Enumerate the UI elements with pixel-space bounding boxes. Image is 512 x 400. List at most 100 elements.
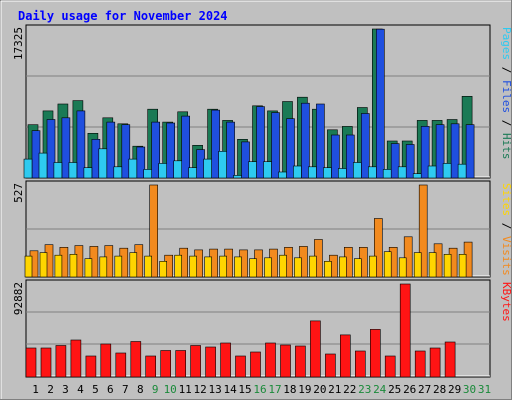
bar-sites-day-6 [99,256,108,278]
bar-pages-day-14 [218,151,227,179]
x-axis-labels: 1 2 3 4 5 6 7 8 9 10 11 12 13 14 15 16 17 18 19 20 21 22 23 24 2… [32,383,491,396]
y-max-label: 92882 [12,282,25,315]
legend-files: Files [500,80,512,113]
y-max-label: 17325 [12,27,25,60]
bar-pages-day-6 [98,148,108,179]
bar-sites-day-9 [144,255,152,278]
bar-files-day-25 [390,143,400,179]
x-tick-label: 16 [253,383,266,396]
legend-separator: / [500,60,512,80]
bar-pages-day-13 [203,158,212,179]
bar-files-day-15 [241,141,250,179]
bar-visits-day-9 [149,184,158,278]
bar-files-day-26 [405,144,415,179]
x-tick-label: 21 [328,383,341,396]
x-tick-label: 1 [32,383,39,396]
legend-kbytes: KBytes [500,282,512,322]
x-tick-label: 18 [283,383,296,396]
bar-sites-day-13 [204,256,212,278]
bar-pages-day-19 [293,165,302,179]
bar-sites-day-27 [413,252,422,278]
bar-kbytes-day-28 [429,347,441,378]
bar-kbytes-day-1 [25,347,37,378]
bar-files-day-22 [345,134,355,179]
bar-kbytes-day-5 [85,355,97,378]
legend-separator: / [500,113,512,133]
x-tick-label: 23 [358,383,371,396]
bar-kbytes-day-15 [235,355,246,378]
x-tick-label: 4 [77,383,84,396]
bar-sites-day-7 [114,255,123,278]
x-tick-label: 26 [403,383,416,396]
bar-pages-day-1 [23,158,33,179]
legend-visits: Visits [500,236,512,276]
bar-pages-day-16 [248,161,257,179]
bar-kbytes-day-7 [115,352,127,378]
bar-files-day-17 [271,112,280,179]
bar-pages-day-18 [278,171,287,179]
bar-sites-day-15 [234,256,242,278]
bar-sites-day-24 [368,255,377,278]
bar-kbytes-day-23 [354,350,366,378]
bar-kbytes-day-22 [339,334,351,378]
x-tick-label: 7 [122,383,129,396]
bar-pages-day-11 [173,160,182,179]
bar-kbytes-day-19 [295,345,306,378]
x-tick-label: 31 [478,383,491,396]
bar-files-day-4 [76,110,86,179]
bar-sites-day-8 [129,252,138,278]
bar-files-day-20 [316,103,325,179]
bar-sites-day-22 [338,256,347,278]
bar-visits-day-24 [373,218,383,278]
bar-kbytes-day-17 [265,342,276,378]
bar-kbytes-day-18 [280,344,291,378]
bar-sites-day-25 [383,251,392,278]
x-tick-label: 29 [448,383,461,396]
bar-files-day-27 [420,126,430,179]
bar-sites-day-19 [294,257,302,278]
panel-traffic: 17325 Pages / Files / Hits [12,24,512,179]
bar-kbytes-day-10 [160,350,171,378]
x-tick-label: 13 [208,383,221,396]
legend-hits: Hits [500,133,512,160]
bar-kbytes-day-20 [310,320,321,378]
bar-sites-day-26 [398,257,407,278]
bar-sites-day-5 [84,258,93,278]
bar-pages-day-10 [158,163,167,179]
bar-sites-day-18 [279,254,287,278]
bar-sites-day-4 [69,254,78,278]
bar-kbytes-day-8 [130,341,142,378]
x-tick-label: 11 [179,383,192,396]
bar-files-day-19 [301,102,310,179]
panel-visits: 527 Sites / Visits [12,180,512,278]
bar-files-day-9 [151,121,160,179]
bar-pages-day-26 [397,166,407,179]
bar-kbytes-day-21 [325,353,336,378]
bar-kbytes-day-29 [444,341,456,378]
bar-sites-day-1 [24,255,33,278]
bar-visits-day-26 [403,236,413,278]
bar-sites-day-17 [264,257,272,278]
x-tick-label: 25 [388,383,401,396]
bar-sites-day-20 [309,255,317,278]
bar-sites-day-23 [353,258,362,278]
bar-visits-day-27 [418,184,428,278]
bar-kbytes-day-4 [70,339,82,378]
bar-pages-day-7 [113,166,123,179]
bar-pages-day-2 [38,152,48,179]
bar-files-day-3 [61,117,71,179]
bar-files-day-10 [166,122,175,179]
bar-kbytes-day-25 [384,355,396,378]
bar-files-day-16 [256,106,265,179]
x-tick-label: 14 [223,383,237,396]
legend-sites: Sites [500,183,512,216]
legend-separator: / [500,216,512,236]
bar-files-day-29 [450,123,460,179]
x-tick-label: 5 [92,383,99,396]
bar-pages-day-22 [337,168,347,179]
bar-pages-day-25 [382,169,392,179]
legend-pages: Pages [500,27,512,60]
x-tick-label: 20 [313,383,326,396]
bar-kbytes-day-24 [369,329,381,378]
bar-pages-day-28 [427,165,437,179]
